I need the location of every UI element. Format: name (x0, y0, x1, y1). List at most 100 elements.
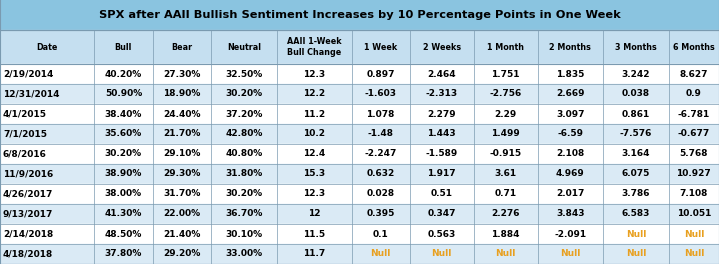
Bar (152, 144, 211, 164)
Text: 2.669: 2.669 (557, 89, 585, 98)
Text: 0.897: 0.897 (367, 69, 395, 78)
Text: 11.5: 11.5 (303, 229, 326, 238)
Text: 38.00%: 38.00% (105, 190, 142, 199)
Text: -2.091: -2.091 (554, 229, 587, 238)
Bar (474, 144, 538, 164)
Bar (94, 104, 152, 124)
Text: 1.917: 1.917 (428, 169, 456, 178)
Text: 2.017: 2.017 (557, 190, 585, 199)
Text: -1.589: -1.589 (426, 149, 458, 158)
Bar (278, 64, 352, 84)
Bar (152, 124, 211, 144)
Bar (352, 184, 410, 204)
Bar (94, 144, 152, 164)
Bar (94, 30, 152, 64)
Bar (278, 204, 352, 224)
Bar (152, 244, 211, 264)
Bar (410, 64, 474, 84)
Text: Null: Null (626, 229, 646, 238)
Text: 1 Week: 1 Week (364, 43, 398, 51)
Bar (669, 244, 719, 264)
Text: 12.4: 12.4 (303, 149, 326, 158)
Bar (538, 30, 603, 64)
Bar (352, 104, 410, 124)
Bar (94, 124, 152, 144)
Text: 50.90%: 50.90% (105, 89, 142, 98)
Text: Null: Null (626, 249, 646, 258)
Text: 11.7: 11.7 (303, 249, 326, 258)
Bar (474, 104, 538, 124)
Bar (603, 30, 669, 64)
Text: 22.00%: 22.00% (163, 210, 201, 219)
Bar (538, 204, 603, 224)
Text: -6.781: -6.781 (678, 110, 710, 119)
Bar (474, 204, 538, 224)
Text: 4/1/2015: 4/1/2015 (3, 110, 47, 119)
Text: AAII 1-Week
Bull Change: AAII 1-Week Bull Change (287, 37, 342, 56)
Bar (603, 124, 669, 144)
Text: 2.276: 2.276 (492, 210, 520, 219)
Bar (211, 164, 278, 184)
Text: 0.51: 0.51 (431, 190, 453, 199)
Text: 2.108: 2.108 (557, 149, 585, 158)
Bar (474, 64, 538, 84)
Text: Null: Null (684, 229, 704, 238)
Bar (352, 244, 410, 264)
Text: 37.20%: 37.20% (225, 110, 262, 119)
Text: 11.2: 11.2 (303, 110, 326, 119)
Bar (352, 224, 410, 244)
Text: 37.80%: 37.80% (105, 249, 142, 258)
Text: -2.313: -2.313 (426, 89, 458, 98)
Bar (603, 244, 669, 264)
Bar (538, 164, 603, 184)
Bar (278, 104, 352, 124)
Text: 2.279: 2.279 (428, 110, 456, 119)
Text: 7.108: 7.108 (679, 190, 708, 199)
Bar (0, 104, 94, 124)
Bar (474, 184, 538, 204)
Bar (278, 84, 352, 104)
Bar (0, 164, 94, 184)
Text: Null: Null (370, 249, 391, 258)
Bar (538, 184, 603, 204)
Text: 7/1/2015: 7/1/2015 (3, 130, 47, 139)
Text: 6.583: 6.583 (622, 210, 650, 219)
Text: 24.40%: 24.40% (163, 110, 201, 119)
Text: 15.3: 15.3 (303, 169, 326, 178)
Text: 12.3: 12.3 (303, 69, 326, 78)
Bar (0, 0, 719, 30)
Bar (603, 224, 669, 244)
Text: 2/19/2014: 2/19/2014 (3, 69, 53, 78)
Text: -2.247: -2.247 (365, 149, 397, 158)
Bar (669, 164, 719, 184)
Text: 3.164: 3.164 (622, 149, 650, 158)
Bar (603, 204, 669, 224)
Bar (474, 224, 538, 244)
Bar (410, 204, 474, 224)
Text: 12.2: 12.2 (303, 89, 326, 98)
Text: 40.20%: 40.20% (105, 69, 142, 78)
Bar (474, 164, 538, 184)
Bar (474, 30, 538, 64)
Bar (410, 104, 474, 124)
Text: 10.2: 10.2 (303, 130, 326, 139)
Text: 3.786: 3.786 (622, 190, 650, 199)
Bar (0, 144, 94, 164)
Bar (410, 84, 474, 104)
Bar (352, 64, 410, 84)
Text: 6 Months: 6 Months (673, 43, 715, 51)
Bar (211, 184, 278, 204)
Bar (538, 124, 603, 144)
Bar (669, 84, 719, 104)
Bar (410, 224, 474, 244)
Bar (0, 204, 94, 224)
Text: 2/14/2018: 2/14/2018 (3, 229, 53, 238)
Bar (538, 104, 603, 124)
Text: 1.835: 1.835 (557, 69, 585, 78)
Bar (211, 64, 278, 84)
Bar (474, 244, 538, 264)
Text: Null: Null (495, 249, 516, 258)
Bar (0, 224, 94, 244)
Bar (278, 224, 352, 244)
Text: Null: Null (431, 249, 452, 258)
